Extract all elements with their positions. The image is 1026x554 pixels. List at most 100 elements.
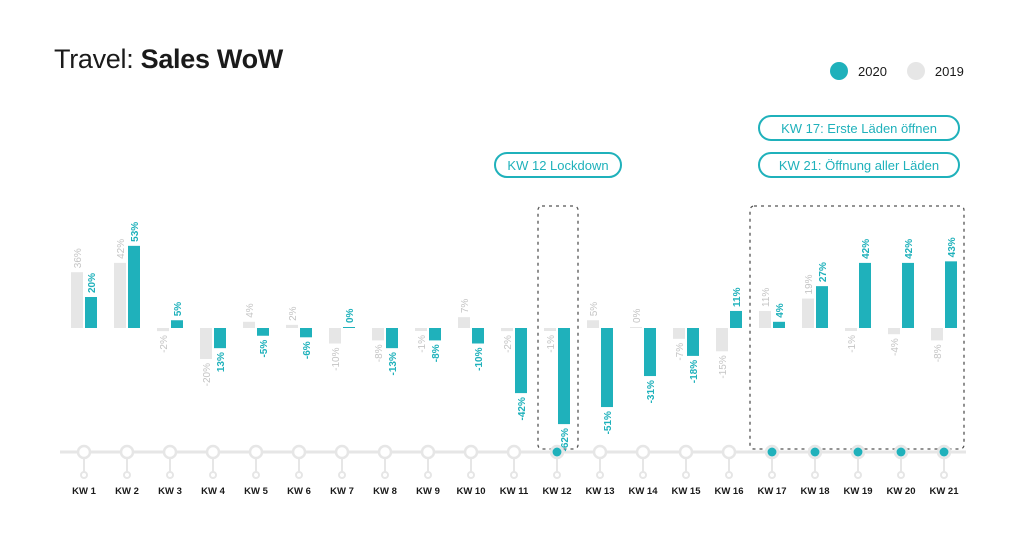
timeline-node-kw-1 <box>76 444 92 460</box>
label-2020-kw-15: -18% <box>689 360 700 383</box>
timeline-node-kw-2 <box>119 444 135 460</box>
label-2019-kw-20: -4% <box>890 338 901 356</box>
label-2020-kw-10: -10% <box>474 347 485 370</box>
x-tick-label-kw-3: KW 3 <box>158 486 182 497</box>
bar-2019-kw-5 <box>243 321 255 328</box>
tick-end-kw-7 <box>338 471 346 479</box>
legend-swatch-2019 <box>906 62 925 80</box>
legend-item-2020: 2020 <box>830 62 887 80</box>
tick-end-kw-6 <box>295 471 303 479</box>
legend-label-2020: 2020 <box>858 63 887 79</box>
x-tick-label-kw-4: KW 4 <box>201 486 225 497</box>
bar-2020-kw-6 <box>300 328 312 338</box>
label-2019-kw-16: -15% <box>718 355 729 378</box>
tick-end-kw-20 <box>897 471 905 479</box>
x-tick-label-kw-11: KW 11 <box>500 486 529 497</box>
label-2020-kw-3: 5% <box>173 302 184 317</box>
highlight-box-reopening <box>749 205 965 450</box>
bar-2019-kw-13 <box>587 320 599 328</box>
bar-2020-kw-9 <box>429 328 441 341</box>
timeline-node-fill-kw-19 <box>853 447 863 457</box>
legend: 2020 2019 <box>830 62 974 80</box>
tick-end-kw-13 <box>596 471 604 479</box>
bar-2020-kw-10 <box>472 328 484 344</box>
legend-swatch-2020 <box>830 62 848 80</box>
timeline-node-kw-13 <box>592 444 608 460</box>
x-tick-label-kw-1: KW 1 <box>72 486 96 497</box>
x-tick-label-kw-2: KW 2 <box>115 486 139 497</box>
legend-label-2019: 2019 <box>934 63 964 79</box>
bar-2019-kw-20 <box>888 328 900 335</box>
tick-end-kw-16 <box>725 471 733 479</box>
bar-2019-kw-12 <box>544 328 556 331</box>
bar-2019-kw-15 <box>673 328 685 339</box>
x-tick-label-kw-9: KW 9 <box>416 486 440 497</box>
x-tick-label-kw-19: KW 19 <box>843 486 872 497</box>
label-2019-kw-7: -10% <box>331 347 342 370</box>
bar-2019-kw-11 <box>501 328 513 332</box>
bar-2020-kw-20 <box>902 262 914 328</box>
legend-item-2019: 2019 <box>906 62 964 80</box>
label-2019-kw-15: -7% <box>675 343 686 361</box>
bar-2020-kw-17 <box>773 321 785 328</box>
bar-2019-kw-21 <box>931 328 943 341</box>
label-2020-kw-9: -8% <box>431 344 442 362</box>
tick-end-kw-14 <box>639 471 647 479</box>
label-2019-kw-2: 42% <box>116 239 127 259</box>
label-2020-kw-12: -62% <box>560 428 571 451</box>
bar-2020-kw-16 <box>730 310 742 328</box>
label-2019-kw-5: 4% <box>245 303 256 318</box>
label-2019-kw-18: 19% <box>804 274 815 294</box>
tick-end-kw-21 <box>940 471 948 479</box>
label-2020-kw-7: 0% <box>345 308 356 323</box>
label-2020-kw-13: -51% <box>603 411 614 434</box>
timeline-node-kw-6 <box>291 444 307 460</box>
bar-2020-kw-1 <box>85 297 97 328</box>
annotation-all-stores-open: KW 21: Öffnung aller Läden <box>758 152 960 178</box>
title-prefix: Travel: <box>54 44 134 74</box>
annotation-first-stores-open: KW 17: Erste Läden öffnen <box>758 115 960 141</box>
x-tick-label-kw-15: KW 15 <box>671 486 701 497</box>
bar-2020-kw-13 <box>601 328 613 408</box>
tick-end-kw-12 <box>553 471 561 479</box>
bar-2019-kw-8 <box>372 328 384 341</box>
bar-2019-kw-1 <box>71 272 83 328</box>
label-2019-kw-12: -1% <box>546 335 557 353</box>
x-tick-label-kw-17: KW 17 <box>757 486 786 497</box>
timeline-node-kw-10 <box>463 444 479 460</box>
bar-2019-kw-18 <box>802 298 814 328</box>
label-2019-kw-1: 36% <box>73 248 84 268</box>
label-2020-kw-14: -31% <box>646 380 657 403</box>
label-2019-kw-13: 5% <box>589 302 600 317</box>
timeline-node-kw-14 <box>635 444 651 460</box>
bar-2019-kw-9 <box>415 328 427 331</box>
timeline-node-kw-15 <box>678 444 694 460</box>
bar-2019-kw-6 <box>286 324 298 328</box>
label-2019-kw-21: -8% <box>933 344 944 362</box>
label-2020-kw-6: -6% <box>302 341 313 359</box>
x-tick-label-kw-16: KW 16 <box>714 486 743 497</box>
label-2020-kw-16: 11% <box>732 287 743 307</box>
tick-end-kw-9 <box>424 471 432 479</box>
bar-2020-kw-4 <box>214 328 226 349</box>
label-2019-kw-11: -2% <box>503 335 514 353</box>
tick-end-kw-5 <box>252 471 260 479</box>
bar-2019-kw-16 <box>716 328 728 352</box>
timeline-node-kw-9 <box>420 444 436 460</box>
label-2020-kw-21: 43% <box>947 237 958 257</box>
bar-2020-kw-5 <box>257 328 269 336</box>
bar-2020-kw-3 <box>171 320 183 328</box>
x-tick-label-kw-10: KW 10 <box>456 486 485 497</box>
label-2020-kw-4: 13% <box>216 352 227 372</box>
bar-2019-kw-3 <box>157 328 169 332</box>
bar-2020-kw-7 <box>343 327 355 328</box>
x-tick-label-kw-14: KW 14 <box>628 486 658 497</box>
label-2020-kw-20: 42% <box>904 239 915 259</box>
bar-2019-kw-2 <box>114 262 126 328</box>
bar-2019-kw-7 <box>329 328 341 344</box>
title-main: Sales WoW <box>140 44 284 74</box>
label-2019-kw-4: -20% <box>202 363 213 386</box>
x-tick-label-kw-13: KW 13 <box>585 486 614 497</box>
bar-2020-kw-14 <box>644 328 656 377</box>
